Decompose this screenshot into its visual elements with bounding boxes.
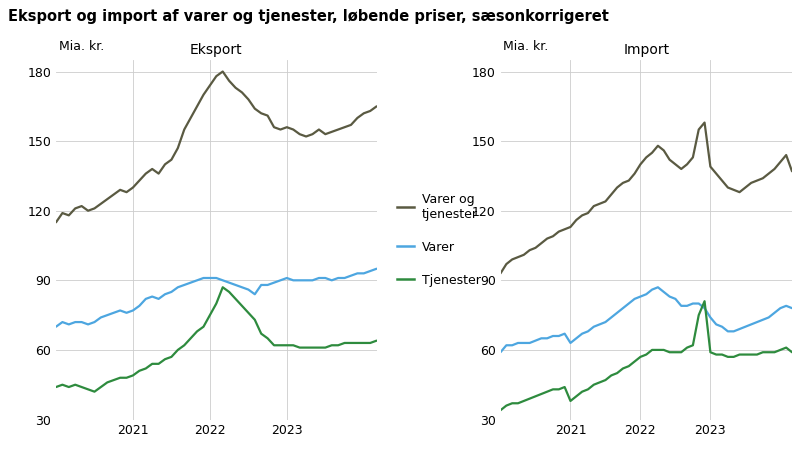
Legend: Varer og
tjenester, Varer, Tjenester: Varer og tjenester, Varer, Tjenester — [397, 193, 481, 287]
Text: Eksport og import af varer og tjenester, løbende priser, sæsonkorrigeret: Eksport og import af varer og tjenester,… — [8, 9, 609, 24]
Title: Import: Import — [623, 43, 670, 57]
Title: Eksport: Eksport — [190, 43, 242, 57]
Text: Mia. kr.: Mia. kr. — [503, 40, 549, 53]
Text: Mia. kr.: Mia. kr. — [59, 40, 105, 53]
